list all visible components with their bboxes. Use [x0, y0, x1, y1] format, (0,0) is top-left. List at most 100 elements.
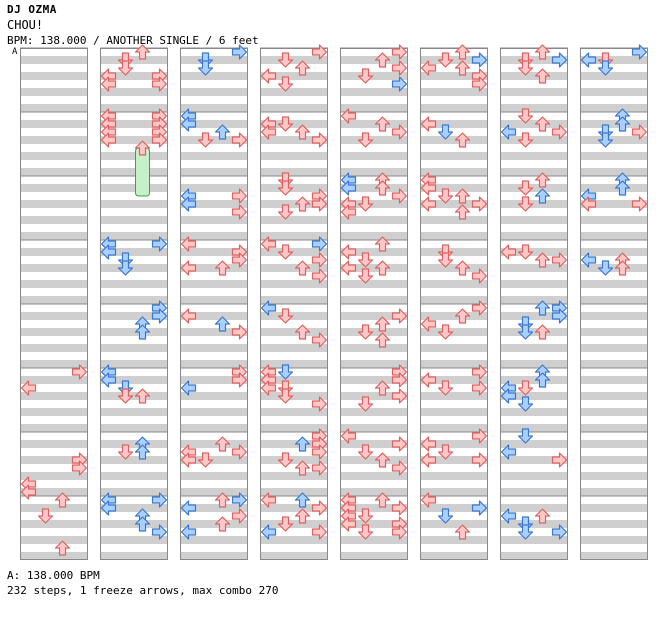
beat-stripe — [500, 440, 568, 448]
beat-stripe — [340, 392, 408, 400]
beat-stripe — [100, 312, 168, 320]
column-frame — [180, 48, 248, 560]
beat-stripe — [20, 104, 88, 112]
right-arrow-note — [631, 44, 648, 60]
down-arrow-note — [357, 268, 374, 284]
beat-stripe — [500, 72, 568, 80]
left-arrow-note — [340, 428, 357, 444]
beat-stripe — [260, 248, 328, 256]
beat-stripe — [180, 152, 248, 160]
right-arrow-note — [231, 132, 248, 148]
up-arrow-note — [374, 236, 391, 252]
up-arrow-note — [214, 260, 231, 276]
left-arrow-note — [420, 492, 437, 508]
song-title: CHOU! — [7, 18, 44, 32]
down-arrow-note — [117, 260, 134, 276]
right-arrow-note — [311, 396, 328, 412]
beat-stripe — [180, 232, 248, 240]
down-arrow-note — [277, 452, 294, 468]
up-arrow-note — [374, 332, 391, 348]
beat-stripe — [580, 472, 648, 480]
right-arrow-note — [311, 332, 328, 348]
beat-stripe — [500, 360, 568, 368]
left-arrow-note — [260, 492, 277, 508]
beat-stripe — [500, 504, 568, 512]
beat-stripe — [180, 168, 248, 176]
down-arrow-note — [357, 252, 374, 268]
up-arrow-note — [294, 508, 311, 524]
beat-stripe — [180, 488, 248, 496]
beat-stripe — [420, 136, 488, 144]
right-arrow-note — [231, 508, 248, 524]
left-arrow-note — [420, 60, 437, 76]
beat-stripe — [260, 184, 328, 192]
beat-stripe — [340, 184, 408, 192]
up-arrow-note — [134, 516, 151, 532]
beat-stripe — [260, 488, 328, 496]
beat-stripe — [20, 184, 88, 192]
beat-stripe — [100, 408, 168, 416]
beat-stripe — [340, 120, 408, 128]
beat-stripe — [580, 200, 648, 208]
right-arrow-note — [231, 492, 248, 508]
column-frame — [340, 48, 408, 560]
left-arrow-note — [20, 484, 37, 500]
beat-stripe — [580, 104, 648, 112]
beat-stripe — [500, 472, 568, 480]
beat-stripe — [580, 520, 648, 528]
beat-stripe — [420, 152, 488, 160]
up-arrow-note — [454, 260, 471, 276]
right-arrow-note — [471, 380, 488, 396]
down-arrow-note — [597, 60, 614, 76]
beat-stripe — [580, 408, 648, 416]
column-frame — [20, 48, 88, 560]
beat-stripe — [500, 184, 568, 192]
beat-stripe — [580, 392, 648, 400]
beat-stripe — [180, 120, 248, 128]
left-arrow-note — [420, 436, 437, 452]
beat-stripe — [180, 392, 248, 400]
right-arrow-note — [551, 252, 568, 268]
beat-stripe — [340, 440, 408, 448]
beat-stripe — [420, 376, 488, 384]
up-arrow-note — [294, 196, 311, 212]
right-arrow-note — [551, 452, 568, 468]
left-arrow-note — [100, 132, 117, 148]
up-arrow-note — [534, 44, 551, 60]
beat-stripe — [100, 152, 168, 160]
left-arrow-note — [180, 308, 197, 324]
right-arrow-note — [551, 524, 568, 540]
beat-stripe — [20, 424, 88, 432]
beat-stripe — [580, 312, 648, 320]
up-arrow-note — [534, 68, 551, 84]
down-arrow-note — [117, 60, 134, 76]
beat-stripe — [260, 168, 328, 176]
beat-stripe — [580, 184, 648, 192]
beat-stripe — [100, 120, 168, 128]
up-arrow-note — [614, 180, 631, 196]
right-arrow-note — [311, 132, 328, 148]
right-arrow-note — [231, 444, 248, 460]
beat-stripe — [100, 472, 168, 480]
beat-stripe — [580, 216, 648, 224]
down-arrow-note — [357, 396, 374, 412]
down-arrow-note — [357, 324, 374, 340]
beat-stripe — [580, 296, 648, 304]
beat-stripe — [580, 440, 648, 448]
beat-stripe — [100, 440, 168, 448]
beat-stripe — [180, 552, 248, 560]
down-arrow-note — [277, 244, 294, 260]
beat-stripe — [340, 312, 408, 320]
right-arrow-note — [471, 452, 488, 468]
beat-stripe — [100, 264, 168, 272]
down-arrow-note — [517, 244, 534, 260]
right-arrow-note — [311, 524, 328, 540]
up-arrow-note — [454, 204, 471, 220]
beat-stripe — [100, 376, 168, 384]
beat-stripe — [420, 120, 488, 128]
left-arrow-note — [180, 452, 197, 468]
beat-stripe — [20, 120, 88, 128]
up-arrow-note — [374, 52, 391, 68]
beat-stripe — [20, 488, 88, 496]
beat-stripe — [260, 200, 328, 208]
